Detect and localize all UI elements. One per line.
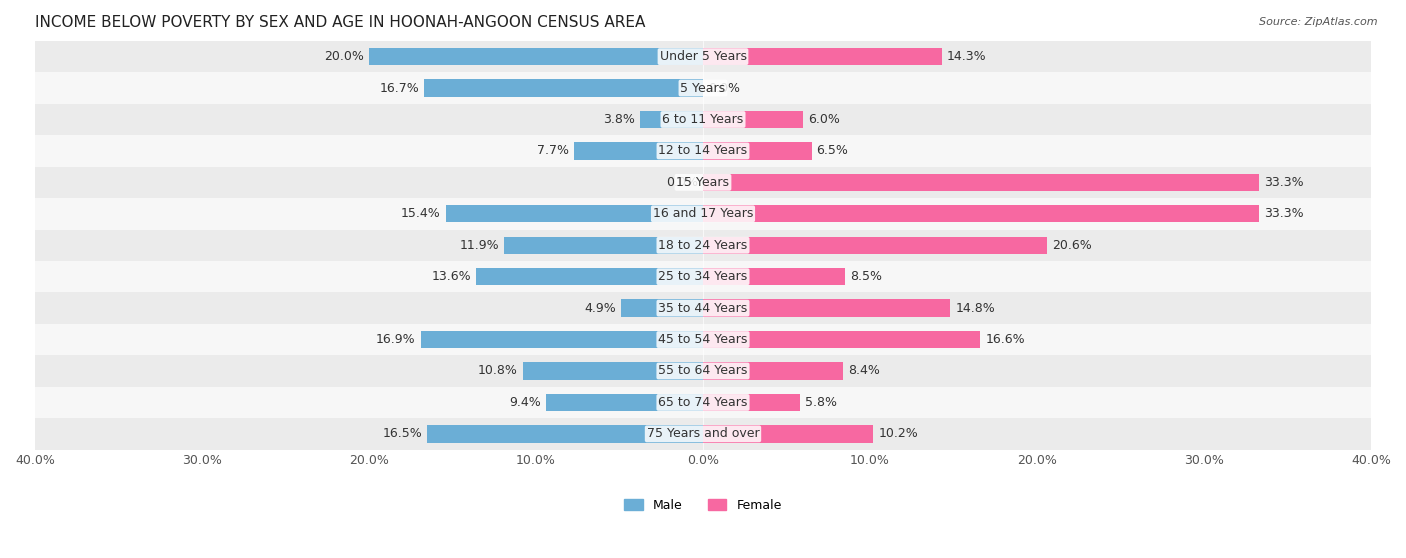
Text: 13.6%: 13.6%: [432, 270, 471, 283]
Text: 75 Years and over: 75 Years and over: [647, 427, 759, 440]
Bar: [35, 135, 1371, 167]
Bar: [640, 111, 703, 128]
Bar: [703, 48, 942, 65]
Text: 16.7%: 16.7%: [380, 81, 419, 94]
Text: 6.5%: 6.5%: [817, 145, 848, 157]
Text: 16 and 17 Years: 16 and 17 Years: [652, 208, 754, 220]
Bar: [35, 261, 1371, 292]
Text: 35 to 44 Years: 35 to 44 Years: [658, 302, 748, 315]
Text: 10.8%: 10.8%: [478, 364, 517, 378]
Text: 18 to 24 Years: 18 to 24 Years: [658, 239, 748, 252]
Text: 15 Years: 15 Years: [676, 176, 730, 189]
Text: 8.5%: 8.5%: [851, 270, 882, 283]
Text: 20.0%: 20.0%: [325, 50, 364, 63]
Bar: [425, 79, 703, 97]
Text: INCOME BELOW POVERTY BY SEX AND AGE IN HOONAH-ANGOON CENSUS AREA: INCOME BELOW POVERTY BY SEX AND AGE IN H…: [35, 15, 645, 30]
Text: 33.3%: 33.3%: [1264, 208, 1303, 220]
Text: 33.3%: 33.3%: [1264, 176, 1303, 189]
Text: 55 to 64 Years: 55 to 64 Years: [658, 364, 748, 378]
Bar: [505, 237, 703, 254]
Text: 16.5%: 16.5%: [382, 427, 422, 440]
Text: 0.0%: 0.0%: [666, 176, 697, 189]
Bar: [703, 331, 980, 348]
Bar: [35, 418, 1371, 450]
Bar: [35, 41, 1371, 73]
Bar: [703, 394, 800, 411]
Bar: [35, 198, 1371, 229]
Bar: [368, 48, 703, 65]
Text: 3.8%: 3.8%: [603, 113, 634, 126]
Text: Under 5 Years: Under 5 Years: [659, 50, 747, 63]
Bar: [703, 174, 1260, 191]
Text: 10.2%: 10.2%: [879, 427, 918, 440]
Text: 6.0%: 6.0%: [808, 113, 841, 126]
Bar: [703, 425, 873, 442]
Text: 14.3%: 14.3%: [946, 50, 987, 63]
Text: Source: ZipAtlas.com: Source: ZipAtlas.com: [1260, 17, 1378, 27]
Bar: [35, 324, 1371, 355]
Text: 7.7%: 7.7%: [537, 145, 569, 157]
Bar: [35, 167, 1371, 198]
Text: 4.9%: 4.9%: [585, 302, 616, 315]
Text: 12 to 14 Years: 12 to 14 Years: [658, 145, 748, 157]
Bar: [35, 355, 1371, 387]
Text: 5 Years: 5 Years: [681, 81, 725, 94]
Bar: [575, 142, 703, 160]
Text: 25 to 34 Years: 25 to 34 Years: [658, 270, 748, 283]
Bar: [703, 142, 811, 160]
Bar: [703, 237, 1047, 254]
Text: 20.6%: 20.6%: [1052, 239, 1092, 252]
Bar: [35, 292, 1371, 324]
Text: 16.9%: 16.9%: [377, 333, 416, 346]
Text: 11.9%: 11.9%: [460, 239, 499, 252]
Bar: [703, 300, 950, 317]
Bar: [35, 73, 1371, 104]
Text: 9.4%: 9.4%: [509, 396, 541, 409]
Bar: [703, 205, 1260, 223]
Bar: [475, 268, 703, 285]
Bar: [420, 331, 703, 348]
Text: 6 to 11 Years: 6 to 11 Years: [662, 113, 744, 126]
Text: 14.8%: 14.8%: [955, 302, 995, 315]
Text: 45 to 54 Years: 45 to 54 Years: [658, 333, 748, 346]
Bar: [523, 362, 703, 379]
Text: 8.4%: 8.4%: [848, 364, 880, 378]
Legend: Male, Female: Male, Female: [619, 494, 787, 517]
Bar: [703, 111, 803, 128]
Bar: [703, 268, 845, 285]
Bar: [427, 425, 703, 442]
Text: 65 to 74 Years: 65 to 74 Years: [658, 396, 748, 409]
Text: 5.8%: 5.8%: [804, 396, 837, 409]
Bar: [446, 205, 703, 223]
Bar: [35, 387, 1371, 418]
Text: 0.0%: 0.0%: [709, 81, 740, 94]
Bar: [621, 300, 703, 317]
Bar: [35, 104, 1371, 135]
Bar: [546, 394, 703, 411]
Text: 15.4%: 15.4%: [401, 208, 441, 220]
Text: 16.6%: 16.6%: [986, 333, 1025, 346]
Bar: [35, 229, 1371, 261]
Bar: [703, 362, 844, 379]
